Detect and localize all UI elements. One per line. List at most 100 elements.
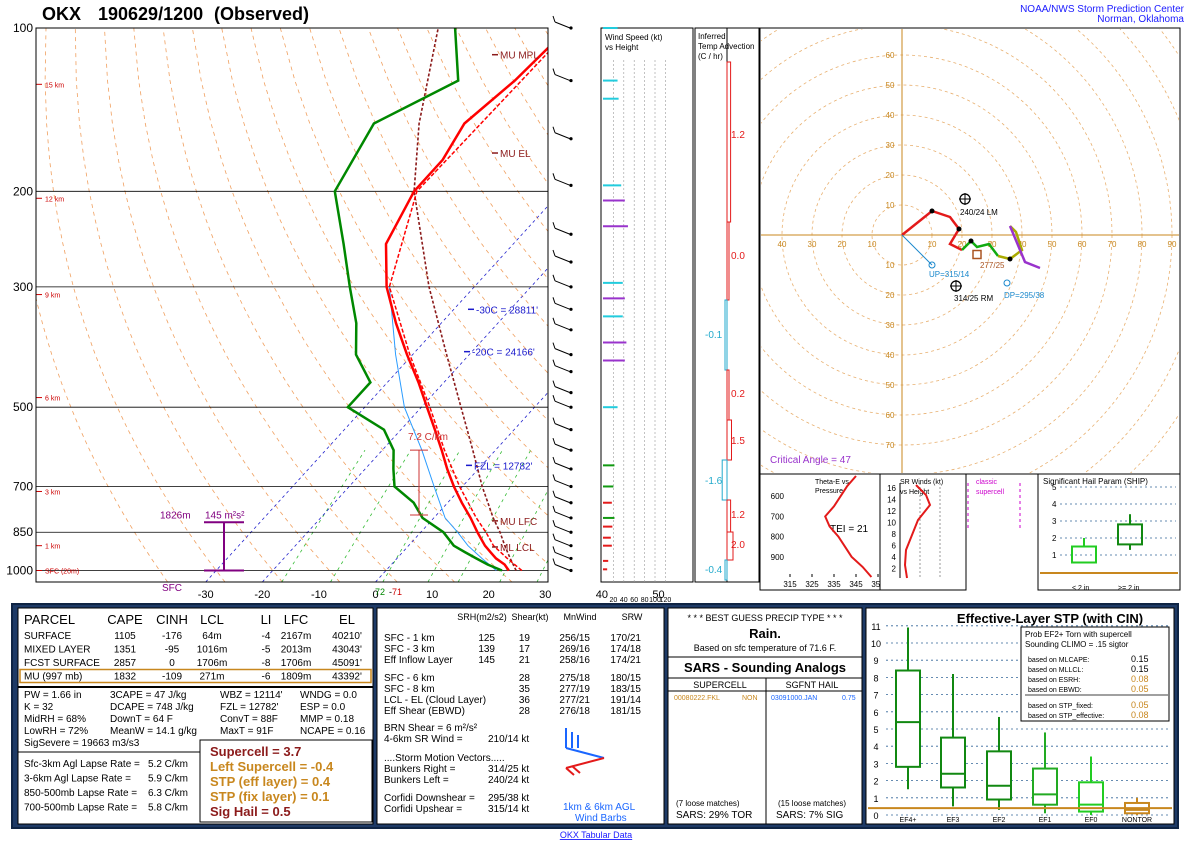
parcel-cell: MIXED LAYER xyxy=(24,645,91,656)
barb-station-dot xyxy=(569,501,573,505)
eff-layer-depth: 1826m xyxy=(160,510,191,521)
thermo-value: MidRH = 68% xyxy=(24,714,86,725)
srw-classic-2: supercell xyxy=(976,489,1004,496)
advection-value: 2.0 xyxy=(731,540,745,551)
barb-station-dot xyxy=(569,467,573,471)
mean-wind-marker-icon xyxy=(972,249,982,260)
precip-type: Rain. xyxy=(749,626,781,641)
sars-title: SARS - Sounding Analogs xyxy=(684,660,846,675)
barb-station-dot xyxy=(569,516,573,520)
thermo-value: PW = 1.66 in xyxy=(24,690,82,701)
thermo-value: MMP = 0.18 xyxy=(300,714,354,725)
stp-category: EF1 xyxy=(1039,817,1052,824)
stp-ytick: 3 xyxy=(873,759,878,769)
height-label: 12 km xyxy=(45,196,64,203)
theta-title-1: Theta-E vs xyxy=(815,479,849,486)
mu-el-label: MU EL xyxy=(500,149,531,160)
corfidi-up-label: Corfidi Upshear = xyxy=(384,804,462,815)
stp-ytick: 10 xyxy=(871,639,881,649)
wind-barb xyxy=(554,323,571,331)
parcel-header: CAPE xyxy=(107,612,143,627)
parcel-cell: -4 xyxy=(262,631,271,642)
lm-label: 240/24 LM xyxy=(960,208,998,217)
lapse-rate-label: Sfc-3km Agl Lapse Rate = xyxy=(24,759,140,770)
wind-xtick: 100 xyxy=(649,597,661,604)
hodograph-panel: 40 30 20 10 10 20 30 40 50 60 70 80 90 60 50 40 30 20 10 10… xyxy=(759,27,1181,475)
kin-cell: 174/18 xyxy=(610,644,641,655)
lapse-rate-value: 6.3 C/km xyxy=(148,788,188,799)
barb-station-dot xyxy=(569,232,573,236)
ship-xlabel-1: < 2 in xyxy=(1072,585,1089,592)
stp-ytick: 5 xyxy=(873,725,878,735)
parcel-cell: 1809m xyxy=(281,672,312,683)
kin-cell: 125 xyxy=(478,633,495,644)
theta-xtick: 355 xyxy=(871,580,885,589)
hodo-y-label: 60 xyxy=(886,51,895,60)
wind-barbs-column xyxy=(552,15,573,573)
theta-ytick: 900 xyxy=(771,553,785,562)
thermo-value: DCAPE = 748 J/kg xyxy=(110,702,194,713)
barb-label-1: 1km & 6km AGL xyxy=(563,802,636,813)
corfidi-down-value: 295/38 kt xyxy=(488,793,529,804)
kin-row-label: Eff Inflow Layer xyxy=(384,655,453,666)
stp-category: EF2 xyxy=(993,817,1006,824)
kin-cell: 181/15 xyxy=(610,706,641,717)
parcel-cell: MU (997 mb) xyxy=(24,672,82,683)
stp-based-value: 0.05 xyxy=(1131,700,1149,710)
stp-based-label: based on STP_effective: xyxy=(1028,713,1104,720)
tadv-title-3: (C / hr) xyxy=(698,52,723,61)
hodo-x-label: 90 xyxy=(1168,240,1177,249)
hodo-y-label: 70 xyxy=(886,441,895,450)
sars-hail-match: 03091000.JAN xyxy=(771,695,817,702)
kin-header: SRW xyxy=(622,612,643,622)
parcel-trace xyxy=(413,28,517,571)
parcel-cell: -95 xyxy=(165,645,180,656)
temperature-tick: 30 xyxy=(539,589,551,601)
hodo-x-label: 30 xyxy=(988,240,997,249)
mixing-ratio-line xyxy=(330,449,412,582)
hodo-y-label: 40 xyxy=(886,351,895,360)
barb-station-dot xyxy=(569,353,573,357)
ship-panel: Significant Hail Param (SHIP) 5 4 3 2 1 < 2 … xyxy=(1037,473,1181,592)
parcel-cell: 45091' xyxy=(332,658,362,669)
stp-box xyxy=(940,736,966,789)
sars-hail-match-val: 0.75 xyxy=(842,695,856,702)
stp-ytick: 2 xyxy=(873,777,878,787)
barb-station-dot xyxy=(569,428,573,432)
stp-ytick: 8 xyxy=(873,673,878,683)
srw-ytick: 2 xyxy=(892,565,897,574)
barb-label-2: Wind Barbs xyxy=(575,813,627,824)
sfc-temp-f: 71 xyxy=(392,587,402,597)
parcel-cell: 1351 xyxy=(114,645,137,656)
barb-station-dot xyxy=(569,484,573,489)
barb-station-dot xyxy=(569,260,573,264)
tei-value: TEI = 21 xyxy=(830,524,869,535)
hodo-y-label: 40 xyxy=(886,111,895,120)
mixing-ratio-line xyxy=(382,449,461,582)
brn-shear: BRN Shear = 6 m²/s² xyxy=(384,723,478,734)
isotherm-line xyxy=(262,267,548,582)
barb-station-dot xyxy=(569,405,573,409)
height-label: 15 km xyxy=(45,82,64,89)
sr-winds-panel: SR Winds (kt) vs Height classic supercel… xyxy=(879,473,1021,591)
kin-header: Shear(kt) xyxy=(511,612,548,622)
srw-ytick: 6 xyxy=(892,542,897,551)
thermo-value: WNDG = 0.0 xyxy=(300,690,357,701)
barb-station-dot xyxy=(569,26,573,30)
advection-value: 1.2 xyxy=(731,130,745,141)
lapse-rate-value: 5.9 C/km xyxy=(148,774,188,785)
temperature-tick: 10 xyxy=(426,589,438,601)
parcel-cell: -109 xyxy=(162,672,182,683)
stp-ytick: 7 xyxy=(873,691,878,701)
hodo-x-label: 20 xyxy=(838,240,847,249)
parcel-cell: 43392' xyxy=(332,672,362,683)
tabular-data-link[interactable]: OKX Tabular Data xyxy=(560,830,632,840)
stp-category: EF0 xyxy=(1085,817,1098,824)
stp-ytick: 11 xyxy=(871,622,880,632)
wind-xtick: 20 xyxy=(610,597,618,604)
pressure-label: 700 xyxy=(13,479,33,493)
stp-based-value: 0.15 xyxy=(1131,664,1149,674)
kin-cell: 139 xyxy=(478,644,495,655)
barb-station-dot xyxy=(569,328,573,332)
lapse-rate-label: 850-500mb Lapse Rate = xyxy=(24,788,137,799)
